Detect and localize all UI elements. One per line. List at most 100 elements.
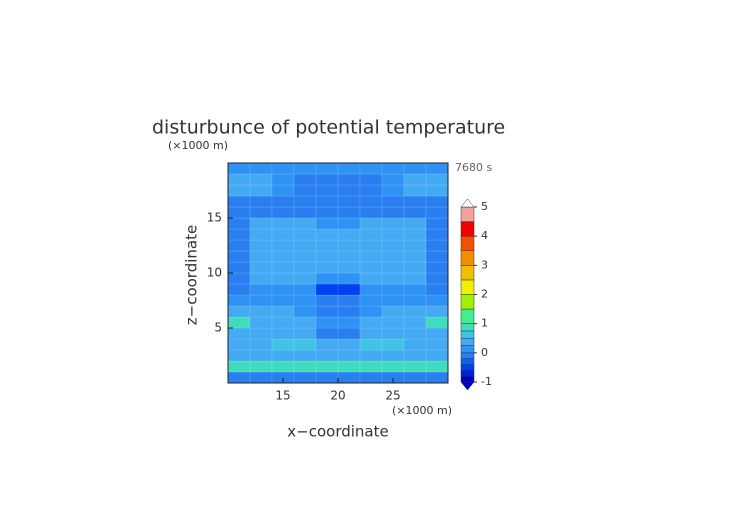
contour-cell [293, 173, 317, 186]
contour-cell [293, 371, 317, 384]
contour-cell [425, 173, 449, 186]
colorbar-box [460, 375, 475, 383]
contour-cell [337, 162, 361, 175]
colorbar-box [460, 308, 475, 324]
x-tick-label: 15 [275, 389, 290, 403]
contour-cell [403, 371, 427, 384]
contour-cell [425, 195, 449, 208]
colorbar-arrow-low [460, 381, 475, 391]
colorbar: -1 0 1 2 3 4 5 [460, 198, 492, 391]
colorbar-tick-label: 3 [481, 258, 488, 271]
contour-cell [227, 173, 251, 186]
contour-cell [403, 217, 427, 230]
contour-cell [381, 327, 405, 340]
y-unit-label: (×1000 m) [168, 139, 228, 152]
contour-cell [425, 305, 449, 318]
contour-cell [403, 327, 427, 340]
colorbar-box [460, 345, 475, 354]
contour-cell [425, 294, 449, 307]
colorbar-box [460, 370, 475, 377]
contour-cell [403, 305, 427, 318]
colorbar-arrow-high [460, 198, 475, 208]
contour-cell [249, 371, 273, 384]
contour-cell [381, 184, 405, 197]
contour-cell [337, 272, 361, 285]
contour-cell [249, 173, 273, 186]
contour-cell [315, 283, 339, 296]
contour-cell [425, 272, 449, 285]
contour-cell [425, 349, 449, 362]
contour-cell [315, 349, 339, 362]
contour-cell [359, 371, 383, 384]
contour-cell [359, 184, 383, 197]
contour-cell [359, 338, 383, 351]
contour-cell [249, 184, 273, 197]
contour-cell [359, 294, 383, 307]
contour-cell [381, 206, 405, 219]
contour-cell [425, 338, 449, 351]
chart-title: disturbunce of potential temperature [152, 117, 505, 139]
contour-cell [315, 360, 339, 373]
contour-cell [381, 250, 405, 263]
contour-cell [271, 349, 295, 362]
contour-cell [425, 327, 449, 340]
contour-cell [381, 239, 405, 252]
contour-cell [381, 338, 405, 351]
contour-cell [403, 206, 427, 219]
contour-cell [227, 184, 251, 197]
contour-cell [403, 173, 427, 186]
contour-cell [271, 305, 295, 318]
colorbar-box [460, 279, 475, 295]
contour-cell [381, 228, 405, 241]
contour-cell [403, 184, 427, 197]
contour-cell [271, 195, 295, 208]
colorbar-tick-label: -1 [481, 375, 492, 388]
contour-cell [271, 206, 295, 219]
contour-cell [227, 250, 251, 263]
contour-cell [315, 250, 339, 263]
contour-cell [381, 294, 405, 307]
x-tick-label: 20 [330, 389, 345, 403]
contour-cell [381, 272, 405, 285]
contour-cell [293, 206, 317, 219]
contour-cell [381, 195, 405, 208]
contour-cell [227, 162, 251, 175]
contour-cell [227, 261, 251, 274]
contour-cell [337, 316, 361, 329]
contour-cell [315, 305, 339, 318]
contour-cell [315, 327, 339, 340]
x-tick-label: 25 [385, 389, 400, 403]
contour-cell [403, 316, 427, 329]
contour-cell [293, 239, 317, 252]
contour-cell [271, 173, 295, 186]
contour-cell [271, 217, 295, 230]
contour-cell [337, 206, 361, 219]
contour-cell [249, 162, 273, 175]
contour-cell [271, 184, 295, 197]
contour-cell [227, 327, 251, 340]
contour-cell [425, 371, 449, 384]
contour-cell [381, 283, 405, 296]
contour-cell [293, 360, 317, 373]
contour-cell [271, 338, 295, 351]
contour-cell [227, 272, 251, 285]
contour-cell [271, 239, 295, 252]
contour-cell [403, 239, 427, 252]
contour-cell [381, 261, 405, 274]
contour-cell [293, 250, 317, 263]
contour-cell [315, 162, 339, 175]
contour-cell [293, 217, 317, 230]
colorbar-tick-label: 2 [481, 288, 488, 301]
contour-cell [359, 327, 383, 340]
contour-cell [293, 305, 317, 318]
contour-cell [337, 184, 361, 197]
contour-cell [315, 261, 339, 274]
colorbar-box [460, 235, 475, 252]
contour-cell [315, 173, 339, 186]
contour-cell [271, 294, 295, 307]
contour-cell [227, 338, 251, 351]
colorbar-box [460, 250, 475, 266]
contour-cell [359, 195, 383, 208]
contour-cell [227, 316, 251, 329]
colorbar-box [460, 352, 475, 359]
